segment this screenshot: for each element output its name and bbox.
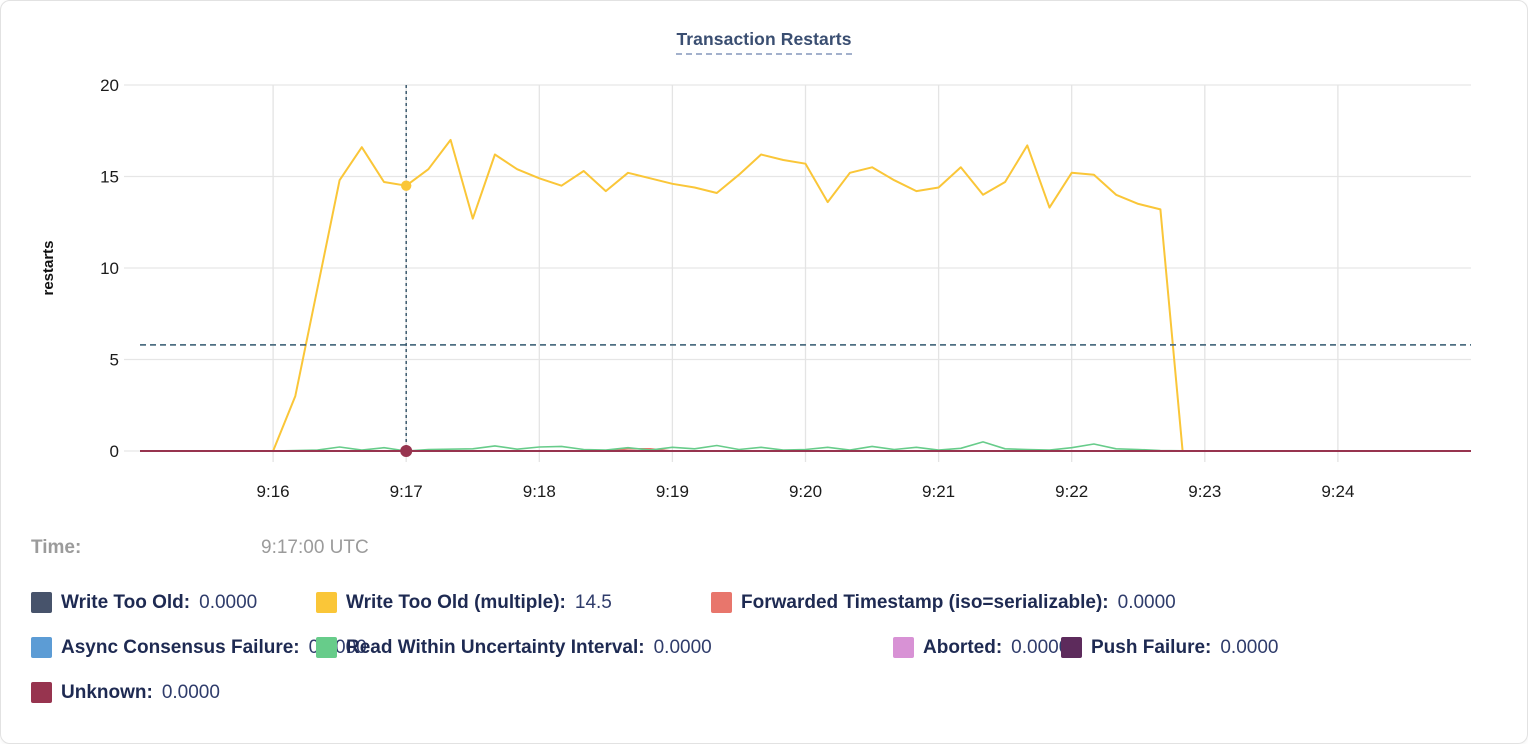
x-axis-tick-label: 9:19 xyxy=(656,482,689,501)
y-axis-tick-label: 15 xyxy=(100,168,119,187)
y-axis-label: restarts xyxy=(40,240,57,295)
time-value: 9:17:00 UTC xyxy=(261,537,369,558)
series-line-4 xyxy=(273,441,1205,452)
legend-label: Write Too Old (multiple): xyxy=(346,591,566,613)
legend-item: Aborted: 0.0000 xyxy=(893,636,1069,659)
legend-swatch-icon xyxy=(316,637,337,658)
legend-swatch-icon xyxy=(893,637,914,658)
legend-value: 0.0000 xyxy=(1011,636,1070,658)
legend-value: 14.5 xyxy=(574,591,612,613)
legend-label: Write Too Old: xyxy=(61,591,191,613)
y-axis-tick-label: 10 xyxy=(100,259,119,278)
legend-value: 0.0000 xyxy=(199,591,258,613)
cursor-dot xyxy=(400,445,413,457)
x-axis-tick-label: 9:24 xyxy=(1321,482,1354,501)
legend-value: 0.0000 xyxy=(1117,591,1176,613)
legend-swatch-icon xyxy=(31,682,52,703)
legend-label: Forwarded Timestamp (iso=serializable): xyxy=(741,591,1109,613)
legend-item: Push Failure: 0.0000 xyxy=(1061,636,1278,659)
legend-value: 0.0000 xyxy=(1220,636,1279,658)
series-line-1 xyxy=(272,138,1184,452)
legend-label: Read Within Uncertainty Interval: xyxy=(346,636,645,658)
legend-item: Unknown: 0.0000 xyxy=(31,681,220,704)
legend-value: 0.0000 xyxy=(161,681,220,703)
legend-item: Write Too Old (multiple): 14.5 xyxy=(316,591,612,614)
y-axis-tick-label: 20 xyxy=(100,76,119,95)
legend-label: Async Consensus Failure: xyxy=(61,636,300,658)
y-axis-tick-label: 5 xyxy=(110,351,119,370)
x-axis-tick-label: 9:16 xyxy=(257,482,290,501)
legend-label: Unknown: xyxy=(61,681,153,703)
time-label: Time: xyxy=(31,537,82,558)
cursor-time-row: Time: 9:17:00 UTC xyxy=(1,537,1527,563)
transaction-restarts-chart[interactable]: 0 5 10 15 20 9:16 9:17 9:18 9:19 9:20 9:21 9:22 9:23… xyxy=(1,1,1528,521)
x-axis-tick-label: 9:21 xyxy=(922,482,955,501)
x-axis-tick-label: 9:23 xyxy=(1188,482,1221,501)
legend-value: 0.0000 xyxy=(653,636,712,658)
y-axis-tick-label: 0 xyxy=(110,442,119,461)
legend-item: Write Too Old: 0.0000 xyxy=(31,591,257,614)
legend-label: Push Failure: xyxy=(1091,636,1212,658)
x-axis-tick-label: 9:22 xyxy=(1055,482,1088,501)
legend-swatch-icon xyxy=(1061,637,1082,658)
legend-swatch-icon xyxy=(31,592,52,613)
legend-swatch-icon xyxy=(711,592,732,613)
legend-swatch-icon xyxy=(31,637,52,658)
legend-label: Aborted: xyxy=(923,636,1003,658)
chart-title-wrap: Transaction Restarts xyxy=(1,29,1527,55)
legend-swatch-icon xyxy=(316,592,337,613)
x-axis-tick-label: 9:17 xyxy=(390,482,423,501)
legend-item: Forwarded Timestamp (iso=serializable): 0… xyxy=(711,591,1176,614)
cursor-dot xyxy=(401,180,412,191)
legend-item: Read Within Uncertainty Interval: 0.0000 xyxy=(316,636,712,659)
x-axis-tick-label: 9:18 xyxy=(523,482,556,501)
x-axis-tick-label: 9:20 xyxy=(789,482,822,501)
chart-title: Transaction Restarts xyxy=(676,29,852,55)
